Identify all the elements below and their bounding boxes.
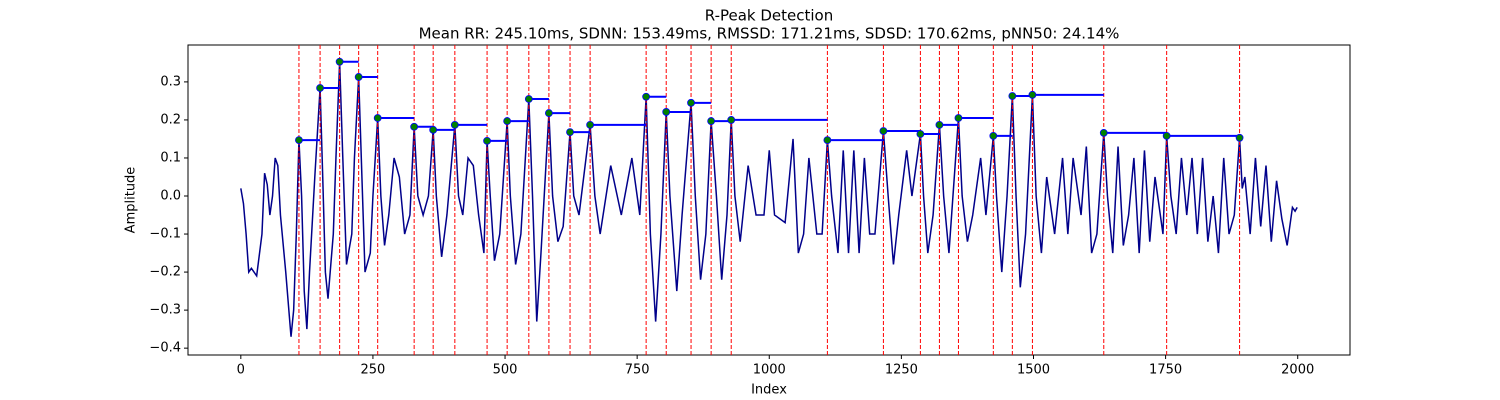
- peak-marker: [295, 136, 303, 144]
- peak-marker: [1162, 132, 1171, 140]
- x-tick-label: 1250: [885, 363, 918, 378]
- peak-marker: [662, 108, 671, 116]
- peak-marker: [316, 84, 324, 92]
- peak-marker: [1235, 133, 1244, 142]
- x-tick-label: 1500: [1017, 363, 1050, 378]
- peak-marker: [354, 73, 363, 81]
- x-tick-label: 250: [361, 363, 386, 378]
- peak-marker: [687, 98, 695, 107]
- peak-marker: [954, 114, 963, 122]
- signal-line: [240, 61, 1298, 337]
- chart-title: R-Peak Detection: [705, 7, 833, 25]
- peak-marker: [1099, 128, 1108, 137]
- y-tick-label: −0.4: [149, 341, 181, 356]
- peak-marker: [410, 122, 419, 131]
- peak-marker: [823, 136, 832, 144]
- y-tick-label: 0.2: [160, 112, 181, 127]
- peak-marker: [1008, 92, 1017, 100]
- x-tick-label: 500: [493, 363, 518, 378]
- peak-marker: [586, 120, 595, 129]
- peak-marker: [450, 120, 459, 129]
- peak-marker: [524, 95, 533, 103]
- peak-marker: [879, 127, 888, 135]
- y-tick-label: 0.3: [160, 74, 181, 89]
- peak-marker: [1028, 90, 1037, 99]
- peak-marker: [916, 130, 925, 138]
- peak-marker: [642, 92, 651, 101]
- y-tick-label: 0.1: [160, 150, 181, 165]
- x-tick-label: 1750: [1149, 363, 1182, 378]
- peak-marker: [989, 132, 998, 140]
- x-tick-label: 0: [237, 363, 245, 378]
- peak-marker: [935, 120, 944, 129]
- chart-subtitle: Mean RR: 245.10ms, SDNN: 153.49ms, RMSSD…: [419, 25, 1120, 43]
- peak-marker: [483, 136, 491, 145]
- y-axis-label: Amplitude: [124, 167, 139, 234]
- peak-marker: [545, 109, 553, 117]
- y-tick-label: −0.2: [149, 265, 181, 280]
- peak-marker: [707, 117, 716, 125]
- x-axis-label: Index: [751, 383, 787, 398]
- y-tick-label: 0.0: [160, 189, 181, 204]
- peak-marker: [429, 125, 438, 134]
- x-tick-label: 1000: [753, 363, 786, 378]
- peak-marker: [373, 114, 382, 122]
- y-tick-label: −0.3: [149, 303, 181, 318]
- x-tick-label: 2000: [1281, 363, 1314, 378]
- x-tick-label: 750: [625, 363, 650, 378]
- peak-marker: [335, 57, 344, 66]
- y-tick-label: −0.1: [149, 227, 181, 242]
- peak-marker: [566, 128, 574, 137]
- peak-marker: [503, 117, 512, 125]
- peak-marker: [727, 116, 736, 124]
